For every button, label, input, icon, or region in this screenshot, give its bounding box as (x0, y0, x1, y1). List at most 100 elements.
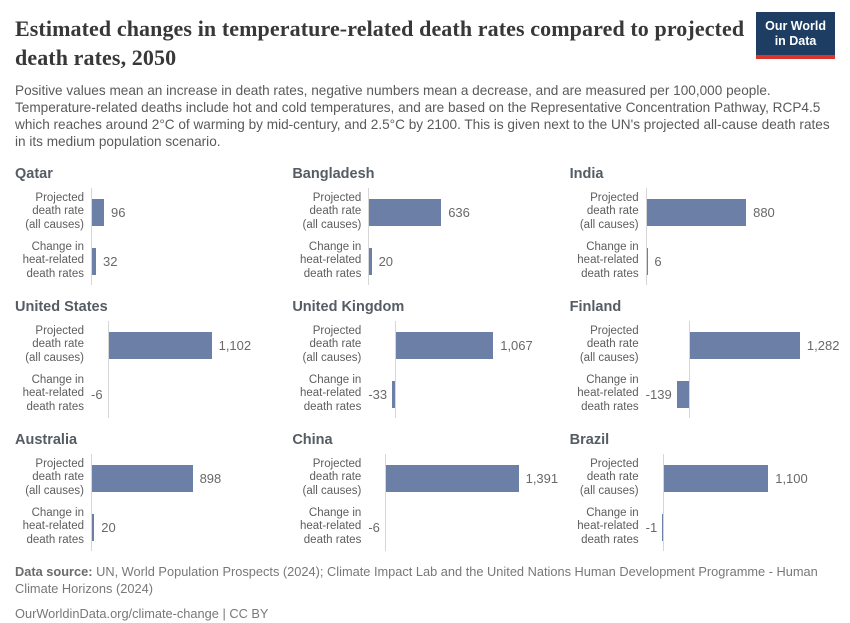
bar-row-label-line: heat-related (577, 254, 639, 267)
bar-row-label: Change in heat-related death rates (15, 507, 91, 548)
positive-zone: 96 (92, 191, 280, 233)
bar-australia-heat-change (92, 513, 95, 541)
bar-row-label: Projected death rate (all causes) (15, 192, 91, 233)
bar-row-label-line: death rate (309, 471, 362, 484)
positive-zone (664, 506, 835, 548)
bar-row-label-line: heat-related (577, 387, 639, 400)
bar-row-label-line: death rate (586, 205, 639, 218)
bar-row-label: Projected death rate (all causes) (570, 458, 646, 499)
facet-finland: Finland Projected death rate (all causes) 1,… (570, 299, 839, 418)
positive-zone: 6 (646, 240, 835, 282)
positive-zone: 32 (92, 240, 280, 282)
facet-plot-india: Projected death rate (all causes) 880 Change… (570, 188, 835, 285)
bar-row-label-line: Projected (312, 457, 362, 470)
facet-india: India Projected death rate (all causes) 880 C… (569, 166, 835, 285)
negative-zone: -33 (368, 373, 396, 415)
bar-qatar-heat-change (92, 247, 96, 275)
bar-row-label-line: Projected (590, 324, 639, 337)
bar-row-label-line: Projected (35, 324, 84, 337)
bar-brazil-heat-change (662, 513, 663, 541)
bar-row-label-line: death rates (303, 267, 362, 280)
bar-row-label-line: Change in (308, 506, 362, 519)
bar-row-label-line: Change in (586, 373, 639, 386)
negative-zone (368, 324, 395, 366)
axis-line (91, 454, 92, 551)
bar-value-label: -6 (368, 519, 380, 535)
facet-plot-china: Projected death rate (all causes) 1,391 Chan… (292, 454, 559, 551)
bar-row-label-line: heat-related (299, 520, 362, 533)
bar-row-label-line: (all causes) (25, 218, 84, 231)
bar-row-label-line: death rate (32, 338, 84, 351)
bar-value-label: 636 (448, 204, 470, 220)
data-source-line: Data source: UN, World Population Prospe… (15, 564, 835, 597)
negative-zone: -1 (646, 506, 663, 548)
bar-row-label: Change in heat-related death rates (15, 374, 91, 415)
bar-value-label: 1,102 (218, 337, 252, 353)
bar-row-label-line: heat-related (299, 254, 362, 267)
axis-line (645, 188, 647, 285)
negative-zone (368, 457, 385, 499)
bar-row-label: Change in heat-related death rates (570, 374, 646, 415)
facet-plot-qatar: Projected death rate (all causes) 96 Change … (15, 188, 280, 285)
axis-line (385, 454, 387, 551)
facet-plot-finland: Projected death rate (all causes) 1,282 Chan… (570, 321, 839, 418)
facet-title-india: India (569, 166, 604, 182)
bar-united-kingdom-projected (396, 331, 494, 359)
bar-value-label: 1,391 (525, 470, 559, 486)
bar-row-label-line: Projected (590, 191, 639, 204)
data-source-text: UN, World Population Prospects (2024); C… (15, 564, 818, 596)
facet-plot-united-kingdom: Projected death rate (all causes) 1,067 Chan… (292, 321, 558, 418)
bar-value-label: 96 (111, 204, 126, 220)
bar-row-label-line: heat-related (22, 254, 84, 267)
negative-zone (646, 457, 663, 499)
axis-line (108, 321, 110, 418)
axis-line (91, 188, 92, 285)
bar-india-projected (646, 198, 747, 226)
bar-bangladesh-projected (369, 198, 442, 226)
bar-row-label-line: death rates (303, 400, 362, 413)
facet-brazil: Brazil Projected death rate (all causes) 1,1… (570, 432, 835, 551)
negative-zone: -6 (368, 506, 386, 548)
bar-row-label: Projected death rate (all causes) (570, 192, 646, 233)
bar-row-label-line: death rate (32, 205, 84, 218)
bar-row-label-line: heat-related (22, 387, 84, 400)
facet-australia: Australia Projected death rate (all causes)… (15, 432, 280, 551)
bar-united-states-projected (109, 331, 212, 359)
bar-row-label-line: death rate (32, 471, 84, 484)
positive-zone: 1,067 (396, 324, 558, 366)
facet-title-qatar: Qatar (15, 166, 53, 182)
negative-zone: -6 (91, 373, 109, 415)
positive-zone (109, 373, 280, 415)
bar-bangladesh-heat-change (369, 247, 372, 275)
negative-zone: -139 (646, 373, 689, 415)
bar-row-label: Projected death rate (all causes) (292, 192, 368, 233)
facet-plot-australia: Projected death rate (all causes) 898 Change… (15, 454, 280, 551)
bar-row-label: Change in heat-related death rates (570, 507, 646, 548)
bar-row-label-line: death rates (26, 400, 84, 413)
facet-title-bangladesh: Bangladesh (292, 166, 375, 182)
bar-row-label: Change in heat-related death rates (15, 241, 91, 282)
bar-row-label: Projected death rate (all causes) (570, 325, 646, 366)
owid-logo: Our World in Data (756, 12, 835, 59)
bar-row-label-line: death rate (586, 471, 639, 484)
bar-value-label: -139 (645, 386, 672, 402)
bar-india-heat-change (646, 247, 648, 275)
bar-row-label: Projected death rate (all causes) (15, 325, 91, 366)
bar-row-label-line: Change in (308, 373, 362, 386)
bar-row-label-line: death rates (26, 533, 84, 546)
positive-zone: 898 (92, 457, 280, 499)
bar-row-label-line: (all causes) (25, 484, 84, 497)
bar-row-label-line: (all causes) (302, 218, 362, 231)
owid-logo-line2: in Data (774, 34, 817, 49)
bar-finland-projected (689, 331, 800, 359)
bar-row-label-line: Change in (31, 506, 84, 519)
bar-row-label-line: heat-related (299, 387, 362, 400)
facet-united-states: United States Projected death rate (all cau… (15, 299, 280, 418)
bar-row-label-line: (all causes) (579, 218, 639, 231)
bar-row-label-line: death rates (581, 400, 639, 413)
bar-value-label: 898 (199, 470, 222, 486)
facet-qatar: Qatar Projected death rate (all causes) 96 Ch… (15, 166, 280, 285)
facet-title-united-states: United States (15, 299, 108, 315)
bar-row-label: Projected death rate (all causes) (292, 325, 368, 366)
positive-zone: 1,391 (386, 457, 559, 499)
